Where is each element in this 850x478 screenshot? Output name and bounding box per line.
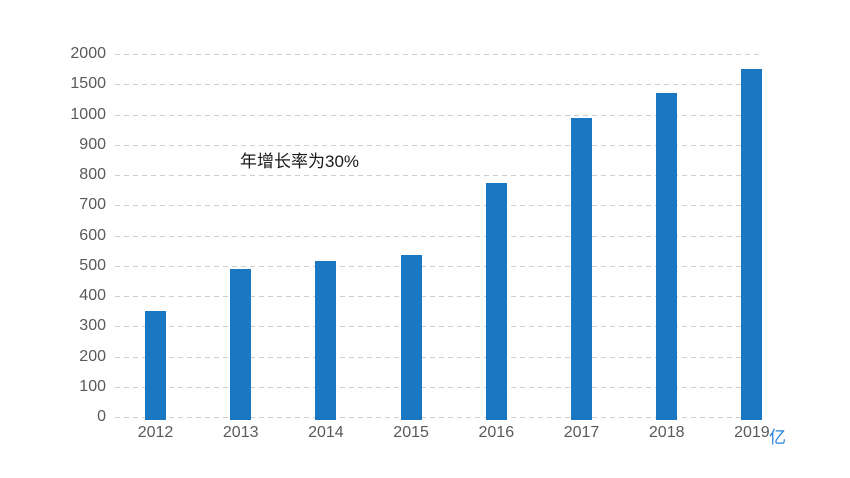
bar-2017 bbox=[571, 117, 592, 420]
x-axis-tick-label: 2017 bbox=[563, 424, 600, 441]
bar-2012 bbox=[145, 311, 166, 420]
y-unit-label: 亿 bbox=[769, 428, 786, 447]
y-axis-tick-label: 2000 bbox=[70, 45, 106, 62]
bar-2013 bbox=[230, 268, 252, 420]
x-axis-tick-label: 2015 bbox=[393, 424, 429, 441]
y-axis-tick-label: 900 bbox=[79, 135, 106, 153]
growth-rate-annotation: 年增长率为30% bbox=[240, 152, 360, 171]
y-axis-tick-label: 400 bbox=[79, 287, 106, 304]
x-axis-tick-label: 2013 bbox=[222, 424, 259, 441]
gridline bbox=[115, 326, 762, 328]
gridline bbox=[115, 417, 762, 418]
x-axis-tick-label: 2018 bbox=[648, 424, 685, 441]
x-axis-tick-label: 2014 bbox=[308, 424, 344, 441]
gridline bbox=[115, 265, 762, 267]
bar-2014 bbox=[315, 261, 337, 420]
gridline bbox=[115, 144, 762, 146]
gridline bbox=[115, 356, 762, 358]
bar-2019 bbox=[741, 68, 763, 420]
y-axis-tick-label: 100 bbox=[79, 377, 106, 395]
y-axis-tick-label: 600 bbox=[79, 226, 106, 244]
bar-2016 bbox=[485, 182, 507, 420]
gridline bbox=[115, 175, 762, 176]
y-axis-tick-label: 700 bbox=[79, 196, 106, 214]
gridline bbox=[115, 114, 762, 116]
gridline bbox=[115, 205, 762, 207]
y-axis-tick-label: 800 bbox=[79, 166, 106, 183]
y-axis-tick-label: 500 bbox=[79, 256, 106, 274]
y-axis-tick-label: 200 bbox=[79, 347, 106, 365]
x-axis-tick-label: 2019 bbox=[734, 424, 770, 441]
y-axis-tick-label: 1500 bbox=[70, 75, 106, 93]
gridline bbox=[115, 386, 762, 388]
gridline bbox=[115, 84, 762, 86]
bar-2018 bbox=[656, 93, 678, 420]
y-axis-tick-label: 1000 bbox=[70, 105, 106, 123]
bar-2015 bbox=[400, 255, 422, 420]
x-axis-tick-label: 2016 bbox=[478, 424, 515, 441]
y-axis-tick-label: 0 bbox=[97, 408, 106, 425]
gridline bbox=[115, 235, 762, 237]
gridline bbox=[115, 296, 762, 297]
gridline bbox=[115, 54, 762, 55]
y-axis-tick-label: 300 bbox=[79, 317, 106, 335]
x-axis-tick-label: 2012 bbox=[137, 424, 174, 441]
